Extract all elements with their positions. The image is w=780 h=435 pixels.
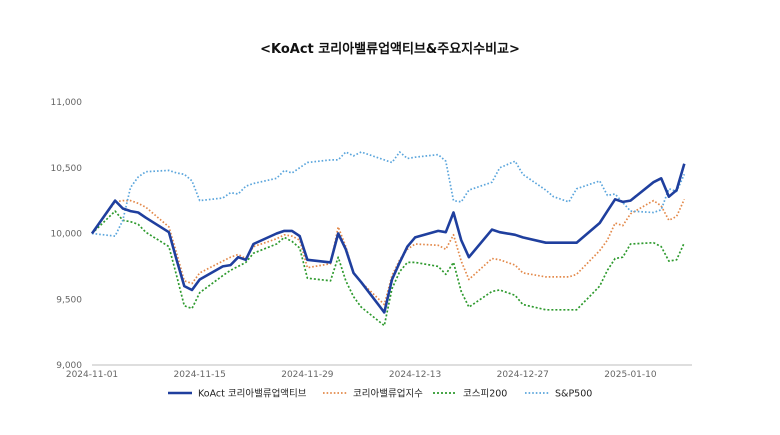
chart-title: <KoAct 코리아밸류업액티브&주요지수비교> <box>260 42 520 57</box>
legend-label-2: 코리아밸류업지수 <box>353 388 423 400</box>
y-tick-label: 10,000 <box>51 230 83 240</box>
chart-plot-area <box>90 151 686 327</box>
series-line-4 <box>91 151 686 237</box>
x-tick-label: 2025-01-10 <box>604 370 657 380</box>
x-tick-label: 2024-12-13 <box>389 370 441 380</box>
x-tick-label: 2024-12-27 <box>497 370 549 380</box>
y-tick-label: 9,500 <box>56 295 82 305</box>
legend-label-1: KoAct 코리아밸류업액티브 <box>198 388 307 400</box>
chart-legend: KoAct 코리아밸류업액티브 코리아밸류업지수 코스피200 S&P500 <box>168 388 592 400</box>
x-tick-label: 2024-11-29 <box>281 370 334 380</box>
y-tick-label: 9,000 <box>56 361 82 371</box>
chart-axes: 9,000 9,500 10,000 10,500 11,000 2024-11-01 20… <box>51 98 692 380</box>
x-tick-label: 2024-11-15 <box>174 370 226 380</box>
legend-label-3: 코스피200 <box>463 389 507 400</box>
series-line-3 <box>91 210 686 327</box>
y-tick-label: 11,000 <box>51 98 83 108</box>
legend-label-4: S&P500 <box>555 389 592 400</box>
series-line-1 <box>90 163 686 314</box>
x-tick-label: 2024-11-01 <box>66 370 118 380</box>
y-tick-label: 10,500 <box>51 164 83 174</box>
series-line-2 <box>91 198 686 306</box>
